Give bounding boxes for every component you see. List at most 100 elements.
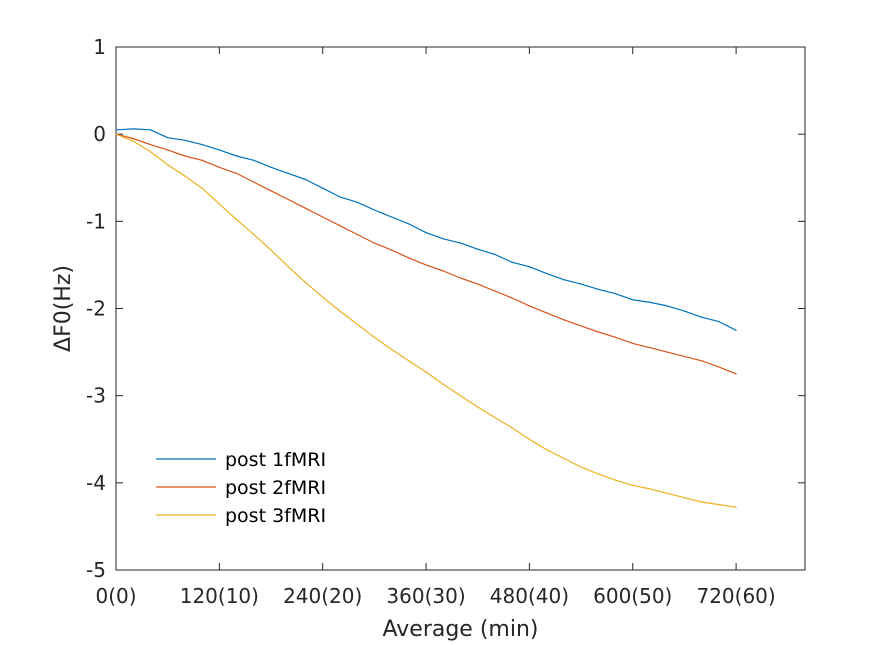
data-point bbox=[304, 281, 307, 283]
data-point bbox=[563, 279, 565, 281]
data-point bbox=[563, 457, 565, 460]
data-point bbox=[459, 395, 462, 397]
series-points-3 bbox=[115, 133, 737, 508]
data-point bbox=[683, 355, 686, 358]
data-point bbox=[632, 484, 634, 487]
data-point bbox=[459, 277, 462, 279]
data-point bbox=[356, 233, 358, 236]
data-point bbox=[391, 249, 393, 251]
plot-frame bbox=[115, 46, 806, 571]
data-point bbox=[494, 290, 496, 292]
x-tick-label: 360(30) bbox=[386, 584, 465, 608]
data-point bbox=[167, 149, 169, 151]
legend-label-2: post 2fMRI bbox=[225, 477, 326, 499]
data-point bbox=[235, 172, 238, 174]
data-point bbox=[373, 209, 375, 211]
data-point bbox=[322, 216, 324, 218]
data-point bbox=[184, 155, 186, 157]
data-point bbox=[701, 360, 703, 362]
data-point bbox=[477, 406, 479, 408]
data-point bbox=[132, 140, 134, 142]
data-point bbox=[528, 266, 531, 268]
legend: post 1fMRI post 2fMRI post 3fMRI bbox=[156, 449, 326, 527]
data-point bbox=[649, 301, 651, 303]
data-point bbox=[580, 283, 582, 285]
data-point bbox=[442, 270, 444, 272]
series-points-2 bbox=[115, 133, 737, 375]
axis-ticks: 0(0) 120(10) 240(20) 360(30) 480(40) 600(50) 7… bbox=[86, 35, 805, 608]
data-point bbox=[149, 129, 152, 131]
data-point bbox=[477, 283, 479, 285]
data-point bbox=[132, 137, 134, 140]
data-point bbox=[391, 348, 393, 351]
data-point bbox=[580, 466, 582, 468]
series-layer bbox=[115, 128, 737, 508]
data-point bbox=[408, 257, 410, 259]
data-point bbox=[235, 155, 238, 157]
legend-label-1: post 1fMRI bbox=[225, 449, 326, 471]
data-point bbox=[425, 371, 427, 373]
data-point bbox=[322, 187, 324, 189]
data-point bbox=[528, 438, 531, 440]
data-point bbox=[597, 473, 599, 475]
data-point bbox=[666, 492, 668, 494]
data-point bbox=[649, 347, 651, 349]
y-tick-label: -1 bbox=[86, 209, 106, 233]
x-tick-label: 720(60) bbox=[696, 584, 775, 608]
data-point bbox=[184, 139, 186, 141]
data-point bbox=[270, 166, 272, 168]
data-point bbox=[666, 305, 668, 307]
data-point bbox=[632, 299, 634, 301]
data-point bbox=[253, 233, 255, 236]
data-point bbox=[167, 164, 169, 166]
data-point bbox=[373, 336, 375, 338]
data-point bbox=[632, 342, 634, 344]
x-tick-label: 600(50) bbox=[593, 584, 672, 608]
data-point bbox=[235, 218, 238, 221]
data-point bbox=[149, 151, 152, 153]
y-tick-label: 0 bbox=[93, 122, 106, 146]
data-point bbox=[408, 223, 410, 225]
data-point bbox=[201, 144, 203, 146]
data-point bbox=[184, 175, 186, 177]
data-point bbox=[735, 506, 737, 508]
y-tick-label: -4 bbox=[86, 471, 106, 495]
data-point bbox=[580, 325, 582, 327]
plot-box bbox=[115, 46, 806, 571]
data-point bbox=[253, 181, 255, 183]
data-point bbox=[666, 351, 668, 353]
series-points-1 bbox=[115, 128, 737, 331]
data-point bbox=[356, 323, 358, 325]
data-point bbox=[270, 190, 272, 192]
data-point bbox=[511, 261, 513, 263]
x-tick-label: 120(10) bbox=[180, 584, 259, 608]
data-point bbox=[442, 383, 444, 385]
data-point bbox=[494, 416, 496, 419]
data-point bbox=[149, 144, 152, 146]
data-point bbox=[391, 216, 393, 218]
data-point bbox=[167, 137, 169, 139]
data-point bbox=[287, 266, 289, 268]
data-point bbox=[494, 253, 496, 256]
data-point bbox=[511, 427, 513, 429]
y-tick-label: -2 bbox=[86, 297, 106, 321]
data-point bbox=[287, 172, 289, 174]
data-point bbox=[115, 133, 117, 135]
data-point bbox=[735, 329, 737, 331]
data-point bbox=[563, 319, 565, 321]
data-point bbox=[718, 504, 720, 506]
data-point bbox=[701, 316, 703, 318]
data-point bbox=[597, 288, 599, 290]
data-point bbox=[218, 166, 220, 168]
data-point bbox=[718, 320, 720, 323]
data-point bbox=[287, 198, 289, 201]
y-tick-label: -3 bbox=[86, 384, 106, 408]
data-point bbox=[442, 238, 444, 240]
data-point bbox=[425, 232, 427, 234]
data-point bbox=[597, 331, 599, 333]
data-point bbox=[408, 360, 410, 362]
data-point bbox=[528, 305, 531, 307]
data-point bbox=[701, 501, 703, 503]
data-point bbox=[115, 129, 117, 131]
x-tick-label: 0(0) bbox=[95, 584, 136, 608]
